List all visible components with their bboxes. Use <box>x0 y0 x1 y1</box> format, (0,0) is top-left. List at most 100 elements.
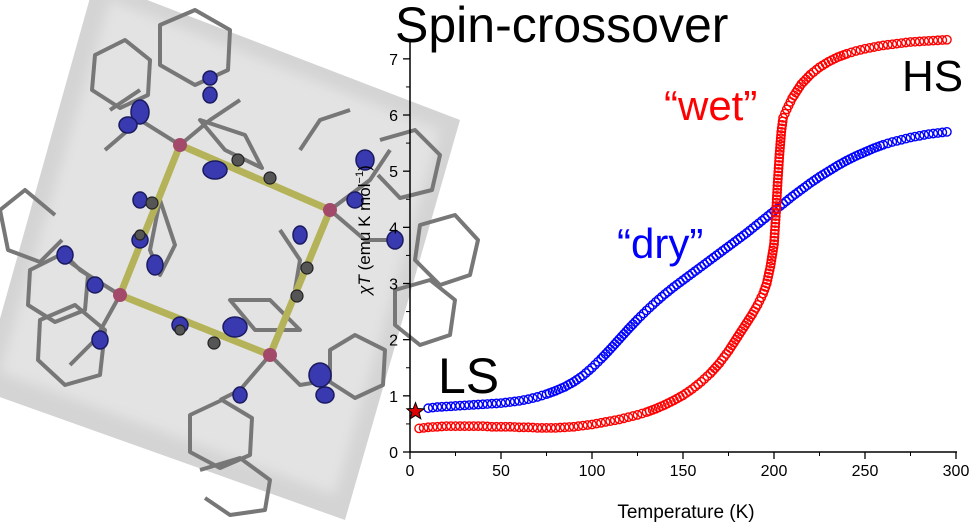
data-point <box>578 370 588 381</box>
data-point <box>800 74 811 85</box>
data-point <box>769 235 780 246</box>
data-point <box>587 419 597 430</box>
data-point <box>509 422 520 432</box>
data-point <box>641 305 652 316</box>
data-point <box>614 334 625 345</box>
data-point <box>582 420 593 430</box>
data-point <box>584 365 594 376</box>
data-point <box>509 396 520 407</box>
data-point <box>496 421 506 432</box>
data-point <box>473 421 484 432</box>
data-point <box>593 356 603 367</box>
y-tick-label: 1 <box>389 389 398 406</box>
data-point <box>486 421 497 432</box>
data-point <box>621 326 632 337</box>
y-axis-label-symbol: χT <box>355 273 374 296</box>
data-point <box>771 204 782 215</box>
data-point <box>901 133 911 144</box>
data-point <box>598 351 609 362</box>
data-point <box>644 302 655 313</box>
data-point <box>609 339 620 350</box>
y-tick-label: 6 <box>389 108 398 125</box>
data-point <box>773 159 784 170</box>
data-point <box>928 35 939 46</box>
data-point <box>774 156 784 167</box>
data-point <box>772 180 783 191</box>
data-point <box>776 130 786 140</box>
y-axis-label-unit: (emu K mol <box>355 183 374 275</box>
data-point <box>473 399 484 410</box>
data-point <box>590 359 600 370</box>
data-point <box>665 284 676 295</box>
data-point <box>864 42 875 53</box>
series-dry <box>423 126 952 414</box>
data-point <box>773 166 784 177</box>
data-point <box>523 394 534 405</box>
data-point <box>450 421 461 432</box>
data-point <box>772 187 782 198</box>
data-point <box>937 35 948 45</box>
data-point <box>775 139 786 150</box>
data-point <box>455 421 465 432</box>
data-point <box>441 421 452 432</box>
data-point <box>605 344 616 355</box>
hs-annotation: HS <box>902 52 963 101</box>
data-point <box>625 321 636 332</box>
data-point <box>623 324 634 334</box>
data-point <box>769 239 779 250</box>
data-point <box>709 363 720 374</box>
data-point <box>482 421 493 432</box>
data-point <box>772 190 782 201</box>
data-point <box>505 397 515 407</box>
data-point <box>923 35 934 46</box>
data-point <box>714 358 725 369</box>
data-point <box>696 376 707 387</box>
data-point <box>803 72 814 82</box>
data-point <box>477 421 488 432</box>
data-point <box>774 152 785 163</box>
data-point <box>647 299 658 310</box>
data-point <box>581 368 591 378</box>
data-point <box>687 384 697 394</box>
data-point <box>578 420 588 431</box>
series-wet <box>414 34 952 434</box>
data-point <box>869 42 879 52</box>
data-point <box>878 139 889 150</box>
data-point <box>491 398 502 409</box>
data-point <box>459 421 470 432</box>
data-point <box>896 38 907 49</box>
data-point <box>555 422 566 433</box>
data-point <box>514 395 525 406</box>
data-point <box>500 421 511 432</box>
ls-annotation: LS <box>438 348 499 404</box>
y-axis-label-close: ) <box>355 165 374 171</box>
data-point <box>719 352 729 362</box>
y-axis-label: χT (emu K mol−1) <box>354 165 374 297</box>
data-point <box>777 119 788 130</box>
data-point <box>414 423 424 434</box>
data-point <box>923 129 934 140</box>
data-point <box>505 421 515 432</box>
x-tick-label: 100 <box>579 463 606 480</box>
y-ticks: 0 1 2 3 4 5 6 7 <box>389 52 410 462</box>
data-point <box>932 128 943 138</box>
data-point <box>841 48 852 59</box>
data-point <box>808 67 819 78</box>
x-tick-label: 0 <box>406 463 415 480</box>
data-point <box>650 297 661 307</box>
y-tick-label: 5 <box>389 164 398 181</box>
data-point <box>891 38 902 49</box>
data-point <box>771 194 782 205</box>
data-point <box>716 355 727 366</box>
data-point <box>846 47 857 58</box>
data-point <box>771 207 781 218</box>
data-point <box>805 69 816 80</box>
data-point <box>628 411 638 421</box>
data-point <box>427 402 438 413</box>
x-axis-label: Temperature (K) <box>617 502 754 523</box>
data-point <box>769 228 780 239</box>
data-point <box>771 201 782 211</box>
data-point <box>873 41 884 52</box>
data-point <box>573 421 584 432</box>
data-point <box>632 410 643 420</box>
